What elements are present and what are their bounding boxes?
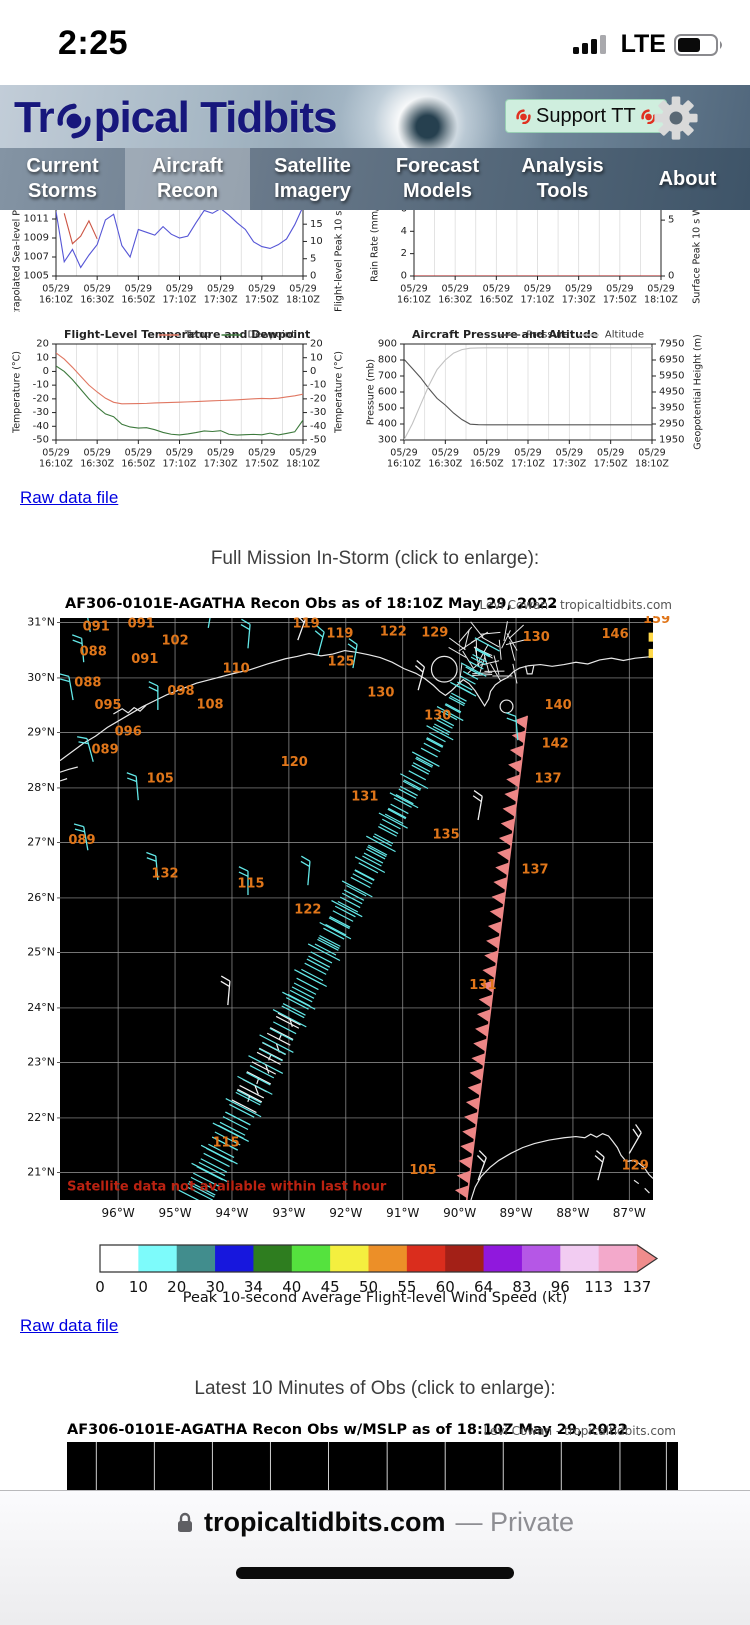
main-nav: Current Storms Aircraft Recon Satellite …	[0, 148, 750, 210]
gear-icon[interactable]	[653, 95, 699, 146]
map-title: AF306-0101E-AGATHA Recon Obs as of 18:10…	[65, 596, 558, 612]
map-title-row: AF306-0101E-AGATHA Recon Obs as of 18:10…	[0, 596, 750, 614]
support-button[interactable]: Support TT	[505, 99, 667, 133]
private-label: — Private	[455, 1507, 575, 1537]
status-bar: 2:25 LTE	[0, 0, 750, 85]
rain-wind-chart	[362, 210, 707, 312]
slp-wind-chart	[4, 210, 349, 312]
latest-obs-map[interactable]	[67, 1442, 678, 1492]
nav-item-satellite-imagery[interactable]: Satellite Imagery	[274, 155, 351, 202]
recon-map[interactable]	[18, 616, 678, 1234]
strip-title: AF306-0101E-AGATHA Recon Obs w/MSLP as o…	[67, 1422, 628, 1438]
latest-obs-heading: Latest 10 Minutes of Obs (click to enlar…	[194, 1378, 556, 1399]
address-bar[interactable]: tropicaltidbits.com — Private	[0, 1507, 750, 1538]
nav-item-aircraft-recon[interactable]: Aircraft Recon	[125, 148, 250, 210]
nav-item-current-storms[interactable]: Current Storms	[26, 155, 99, 202]
nav-item-forecast-models[interactable]: Forecast Models	[395, 155, 480, 202]
strip-title-row: AF306-0101E-AGATHA Recon Obs w/MSLP as o…	[0, 1422, 750, 1440]
raw-data-link-1[interactable]: Raw data file	[20, 488, 119, 507]
strip-credit: Levi Cowan - tropicaltidbits.com	[483, 1424, 676, 1438]
support-button-label: Support TT	[536, 104, 636, 127]
wind-speed-colorbar	[62, 1242, 682, 1298]
lock-icon	[177, 1512, 192, 1532]
colorbar-caption: Peak 10-second Average Flight-level Wind…	[182, 1290, 568, 1306]
signal-bars-icon	[572, 34, 606, 54]
site-header: Tr pical Tidbits Support TT	[0, 85, 750, 148]
full-mission-heading: Full Mission In-Storm (click to enlarge)…	[210, 548, 540, 569]
support-swirl-icon	[516, 108, 531, 124]
brand-text-post: pical Tidbits	[93, 93, 338, 142]
battery-icon	[674, 33, 722, 56]
temp-dewpoint-chart	[4, 322, 349, 480]
status-time: 2:25	[58, 24, 129, 62]
raw-data-link-2[interactable]: Raw data file	[20, 1316, 119, 1335]
support-swirl-icon	[641, 108, 656, 124]
browser-bottom-bar: tropicaltidbits.com — Private	[0, 1490, 750, 1625]
pressure-altitude-chart	[358, 322, 708, 480]
home-indicator[interactable]	[236, 1567, 514, 1579]
nav-item-about[interactable]: About	[658, 167, 717, 190]
map-credit: Levi Cowan - tropicaltidbits.com	[479, 598, 672, 612]
hurricane-logo-icon	[57, 103, 91, 139]
network-type-label: LTE	[620, 30, 666, 58]
site-logo[interactable]: Tr pical Tidbits	[14, 93, 338, 143]
brand-text-pre: Tr	[14, 93, 55, 142]
nav-item-analysis-tools[interactable]: Analysis Tools	[521, 155, 604, 202]
address-url: tropicaltidbits.com	[203, 1507, 446, 1537]
